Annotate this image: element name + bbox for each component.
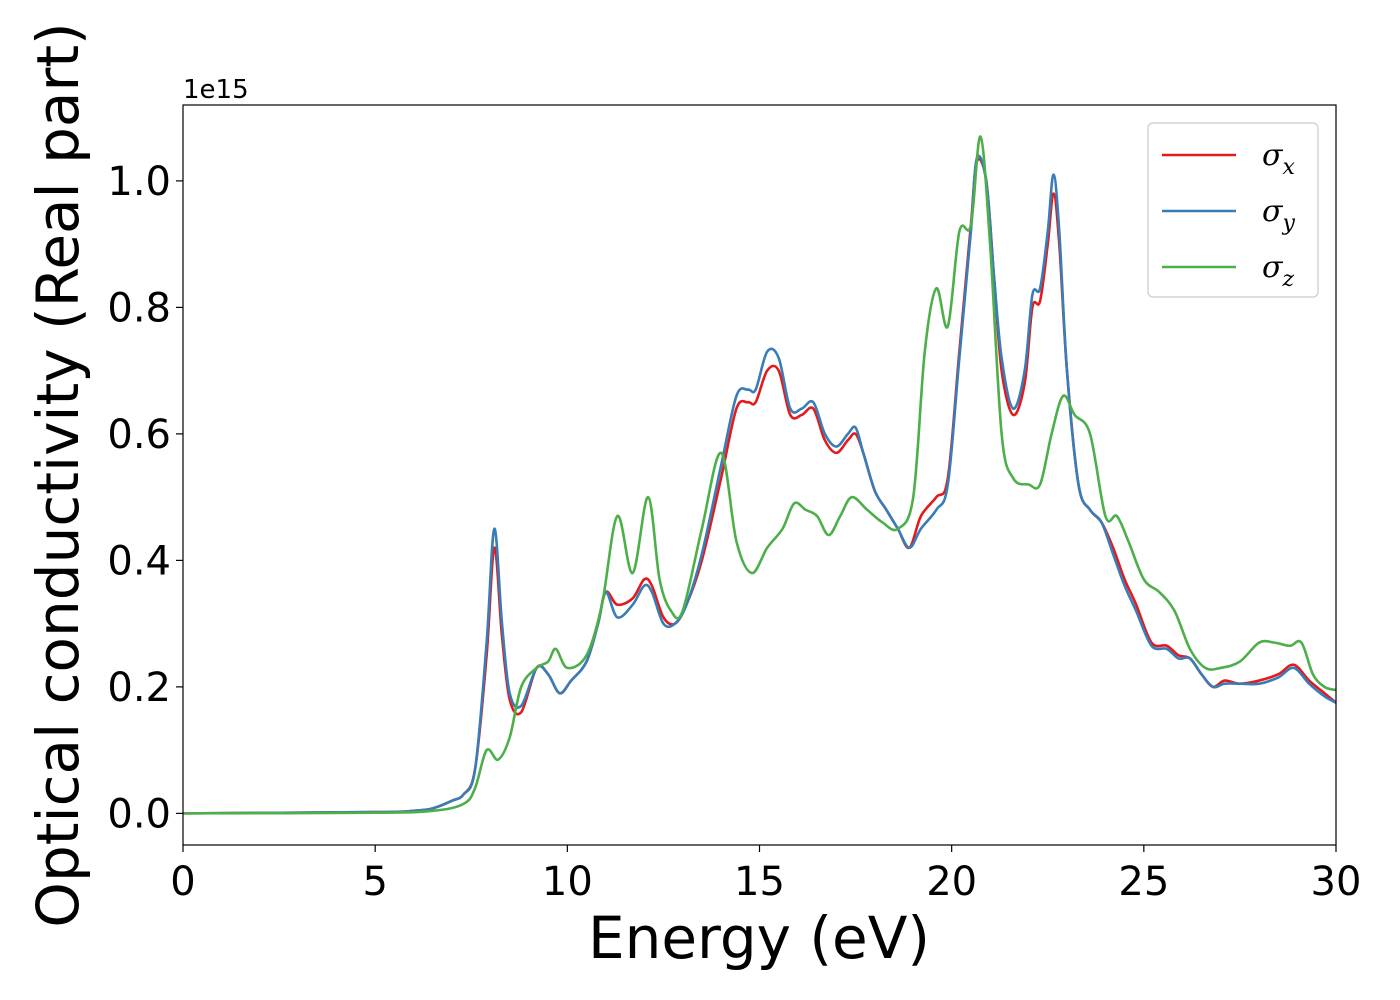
plot-background — [183, 105, 1336, 845]
y-offset-label: 1e15 — [183, 75, 249, 105]
x-axis-label: Energy (eV) — [588, 904, 930, 972]
series-line-3 — [182, 135, 1337, 815]
x-tick-label: 0 — [170, 859, 195, 905]
x-tick-label: 20 — [926, 859, 977, 905]
x-tick-label: 30 — [1311, 859, 1362, 905]
x-tick-label: 5 — [362, 859, 387, 905]
y-tick-label: 0.6 — [107, 412, 171, 458]
y-tick-label: 0.0 — [107, 791, 171, 837]
series-line-2 — [182, 154, 1337, 815]
y-tick-label: 0.4 — [107, 538, 171, 584]
series-layer — [182, 135, 1337, 815]
y-tick-label: 1.0 — [107, 159, 171, 205]
x-axis-ticks: 0 5 10 15 20 25 30 — [170, 845, 1361, 905]
x-tick-label: 15 — [734, 859, 785, 905]
y-axis-ticks: 0.0 0.2 0.4 0.6 0.8 1.0 — [107, 159, 183, 837]
y-axis-label: Optical conductivity (Real part) — [24, 22, 92, 927]
x-tick-label: 25 — [1118, 859, 1169, 905]
x-tick-label: 10 — [542, 859, 593, 905]
y-tick-label: 0.2 — [107, 665, 171, 711]
y-tick-label: 0.8 — [107, 285, 171, 331]
